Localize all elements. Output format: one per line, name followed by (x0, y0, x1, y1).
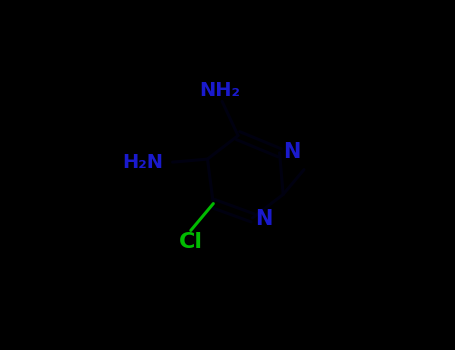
Text: NH₂: NH₂ (199, 81, 240, 100)
Text: N: N (283, 142, 300, 162)
Text: Cl: Cl (179, 232, 203, 252)
Text: H₂N: H₂N (122, 153, 163, 172)
Text: N: N (255, 209, 273, 229)
